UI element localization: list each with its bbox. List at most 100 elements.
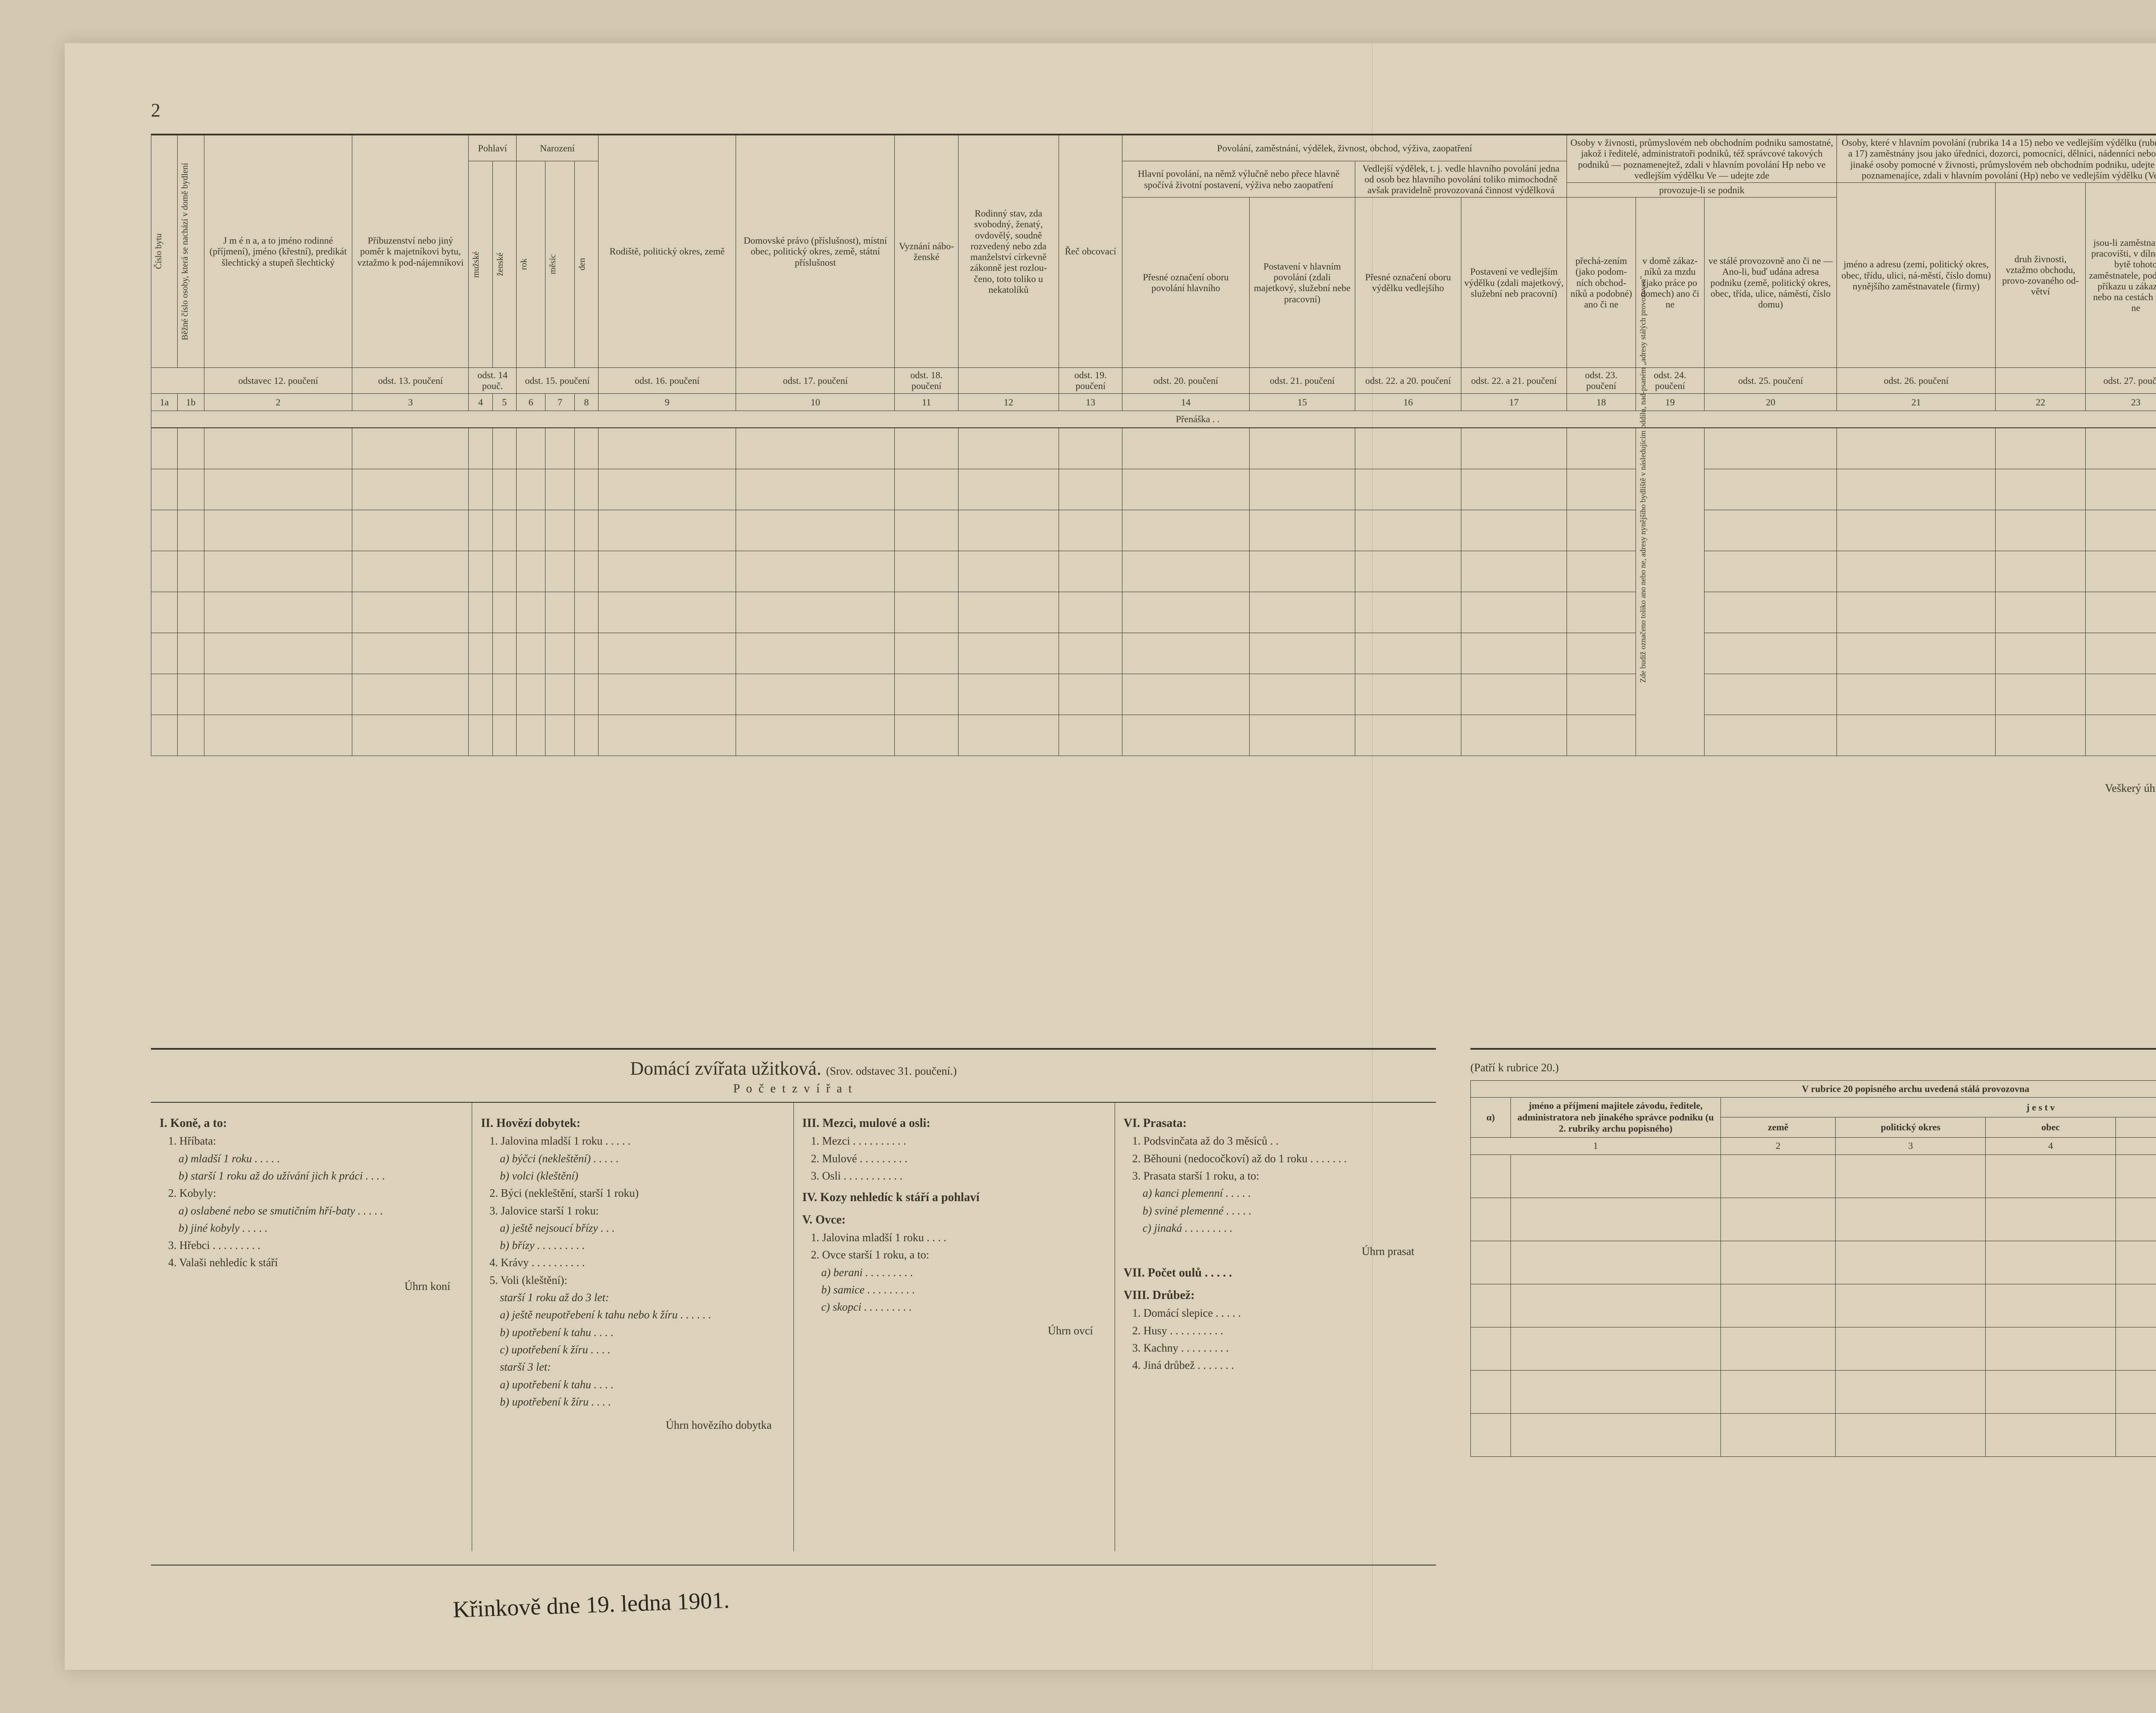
- census-cell: [492, 674, 516, 715]
- census-cell: [352, 674, 469, 715]
- census-cell: [1837, 469, 1996, 510]
- census-cell: [1249, 551, 1355, 592]
- census-cell: [1567, 428, 1636, 469]
- address-cell: [2115, 1155, 2156, 1198]
- col-jmena: J m é n a, a to jméno rodinné (příjmení)…: [204, 135, 352, 368]
- address-cell: [1836, 1284, 1986, 1327]
- census-cell: [178, 551, 204, 592]
- census-cell: [895, 715, 958, 756]
- census-cell: [469, 428, 492, 469]
- census-cell: [1249, 469, 1355, 510]
- census-cell: [1837, 510, 1996, 551]
- census-cell: [1461, 633, 1567, 674]
- census-cell: [1461, 592, 1567, 633]
- census-cell: [1567, 469, 1636, 510]
- census-cell: [178, 469, 204, 510]
- census-row: [151, 592, 2156, 633]
- census-cell: [2085, 715, 2156, 756]
- census-cell: [1355, 674, 1461, 715]
- census-cell: [1122, 428, 1250, 469]
- census-cell: [1122, 510, 1250, 551]
- census-cell: [1249, 633, 1355, 674]
- census-cell: [599, 715, 736, 756]
- census-cell: [2085, 469, 2156, 510]
- livestock-col-4: VI. Prasata: 1. Podsvinčata až do 3 měsí…: [1115, 1103, 1436, 1551]
- census-cell: [1705, 633, 1837, 674]
- census-cell: [352, 633, 469, 674]
- census-cell: [204, 674, 352, 715]
- census-cell: [736, 510, 895, 551]
- census-cell: [352, 551, 469, 592]
- census-cell: [1837, 428, 1996, 469]
- census-cell: [151, 551, 178, 592]
- address-cell: [1510, 1413, 1720, 1456]
- census-row: Zde budiž označeno toliko ano nebo ne, a…: [151, 428, 2156, 469]
- address-cell: [1986, 1155, 2115, 1198]
- census-table: Číslo bytu Běžné číslo osoby, která se n…: [151, 134, 2156, 773]
- census-cell: [895, 469, 958, 510]
- census-cell: [599, 551, 736, 592]
- census-cell: [204, 592, 352, 633]
- addresses-caption: (Patří k rubrice 20.): [1470, 1057, 1971, 1076]
- address-cell: [1720, 1198, 1836, 1241]
- col-zenske: ženské: [495, 174, 505, 355]
- grp-osoby-zivnost: Osoby v živnosti, průmyslovém neb obchod…: [1567, 135, 1837, 183]
- census-cell: [545, 551, 575, 592]
- address-cell: [2115, 1327, 2156, 1370]
- census-cell: [895, 428, 958, 469]
- address-cell: [1471, 1284, 1511, 1327]
- census-cell: [1461, 715, 1567, 756]
- census-cell: [1461, 469, 1567, 510]
- address-cell: [2115, 1284, 2156, 1327]
- address-cell: [1471, 1413, 1511, 1456]
- census-cell: [178, 633, 204, 674]
- census-cell: [1705, 715, 1837, 756]
- addresses-table: V rubrice 20 popisného archu uvedená stá…: [1470, 1080, 2156, 1457]
- address-cell: [1986, 1241, 2115, 1284]
- census-row: [151, 715, 2156, 756]
- page-number: 2: [151, 99, 160, 121]
- col-rodinny: Rodinný stav, zda svobodný, ženatý, ovdo…: [958, 135, 1059, 368]
- census-sheet-page: 2 Číslo bytu B: [65, 43, 2156, 1670]
- census-cell: [1059, 592, 1122, 633]
- census-cell: [574, 469, 598, 510]
- census-cell: [516, 674, 545, 715]
- address-cell: [1720, 1327, 1836, 1370]
- address-cell: [2115, 1241, 2156, 1284]
- census-cell: [352, 592, 469, 633]
- census-cell: [151, 674, 178, 715]
- livestock-col-2: II. Hovězí dobytek: 1. Jalovina mladší 1…: [472, 1103, 793, 1551]
- census-cell: [178, 592, 204, 633]
- address-cell: [1836, 1198, 1986, 1241]
- census-cell: [1059, 715, 1122, 756]
- column-number-row: 1a 1b 2 3 4 5 6 7 8 9 10 11 12 13 14 15 …: [151, 393, 2156, 411]
- census-cell: [469, 715, 492, 756]
- col-rok: rok: [519, 174, 529, 355]
- census-cell: [1705, 510, 1837, 551]
- census-cell: [545, 592, 575, 633]
- address-row: [1471, 1155, 2156, 1198]
- census-cell: [1461, 428, 1567, 469]
- census-cell: [352, 469, 469, 510]
- census-cell: [1355, 551, 1461, 592]
- address-cell: [1510, 1241, 1720, 1284]
- address-cell: [1986, 1198, 2115, 1241]
- census-cell: [1996, 469, 2086, 510]
- address-row: [1471, 1241, 2156, 1284]
- census-cell: [469, 592, 492, 633]
- instruction-row: odstavec 12. poučení odst. 13. poučení o…: [151, 368, 2156, 394]
- address-cell: [1986, 1284, 2115, 1327]
- census-cell: [736, 633, 895, 674]
- census-cell: [895, 510, 958, 551]
- census-cell: [516, 469, 545, 510]
- livestock-section: Domácí zvířata užitková. (Srov. odstavec…: [151, 1048, 1436, 1566]
- census-cell: [1567, 592, 1636, 633]
- census-cell: [1122, 469, 1250, 510]
- census-cell: [1059, 469, 1122, 510]
- census-cell: [1567, 633, 1636, 674]
- census-cell: [958, 469, 1059, 510]
- grp-narozeni: Narození: [516, 135, 598, 161]
- grp-hlavni-pov: Hlavní povolání, na němž výlučně nebo př…: [1122, 161, 1355, 198]
- census-cell: [1567, 674, 1636, 715]
- census-cell: [599, 510, 736, 551]
